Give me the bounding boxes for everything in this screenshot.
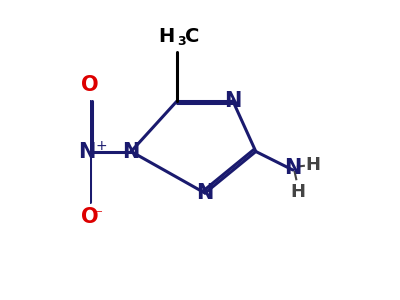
Text: O: O (81, 75, 98, 95)
Text: N: N (78, 142, 96, 161)
Text: H: H (290, 183, 305, 201)
Text: 3: 3 (177, 35, 186, 48)
Text: ⁻: ⁻ (95, 207, 103, 222)
Text: N: N (196, 183, 214, 203)
Text: N: N (122, 142, 140, 161)
Text: H: H (306, 156, 320, 174)
Text: N: N (284, 158, 302, 178)
Text: C: C (185, 27, 200, 46)
Text: +: + (95, 139, 107, 153)
Text: H: H (159, 27, 175, 46)
Text: O: O (81, 207, 98, 227)
Text: N: N (224, 91, 242, 111)
